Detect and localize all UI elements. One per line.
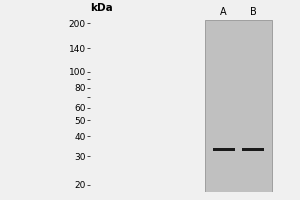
Bar: [205, 20, 272, 192]
Bar: [242, 148, 264, 151]
Bar: [213, 148, 235, 151]
Text: kDa: kDa: [90, 3, 113, 13]
Text: B: B: [250, 7, 257, 17]
Text: A: A: [220, 7, 227, 17]
